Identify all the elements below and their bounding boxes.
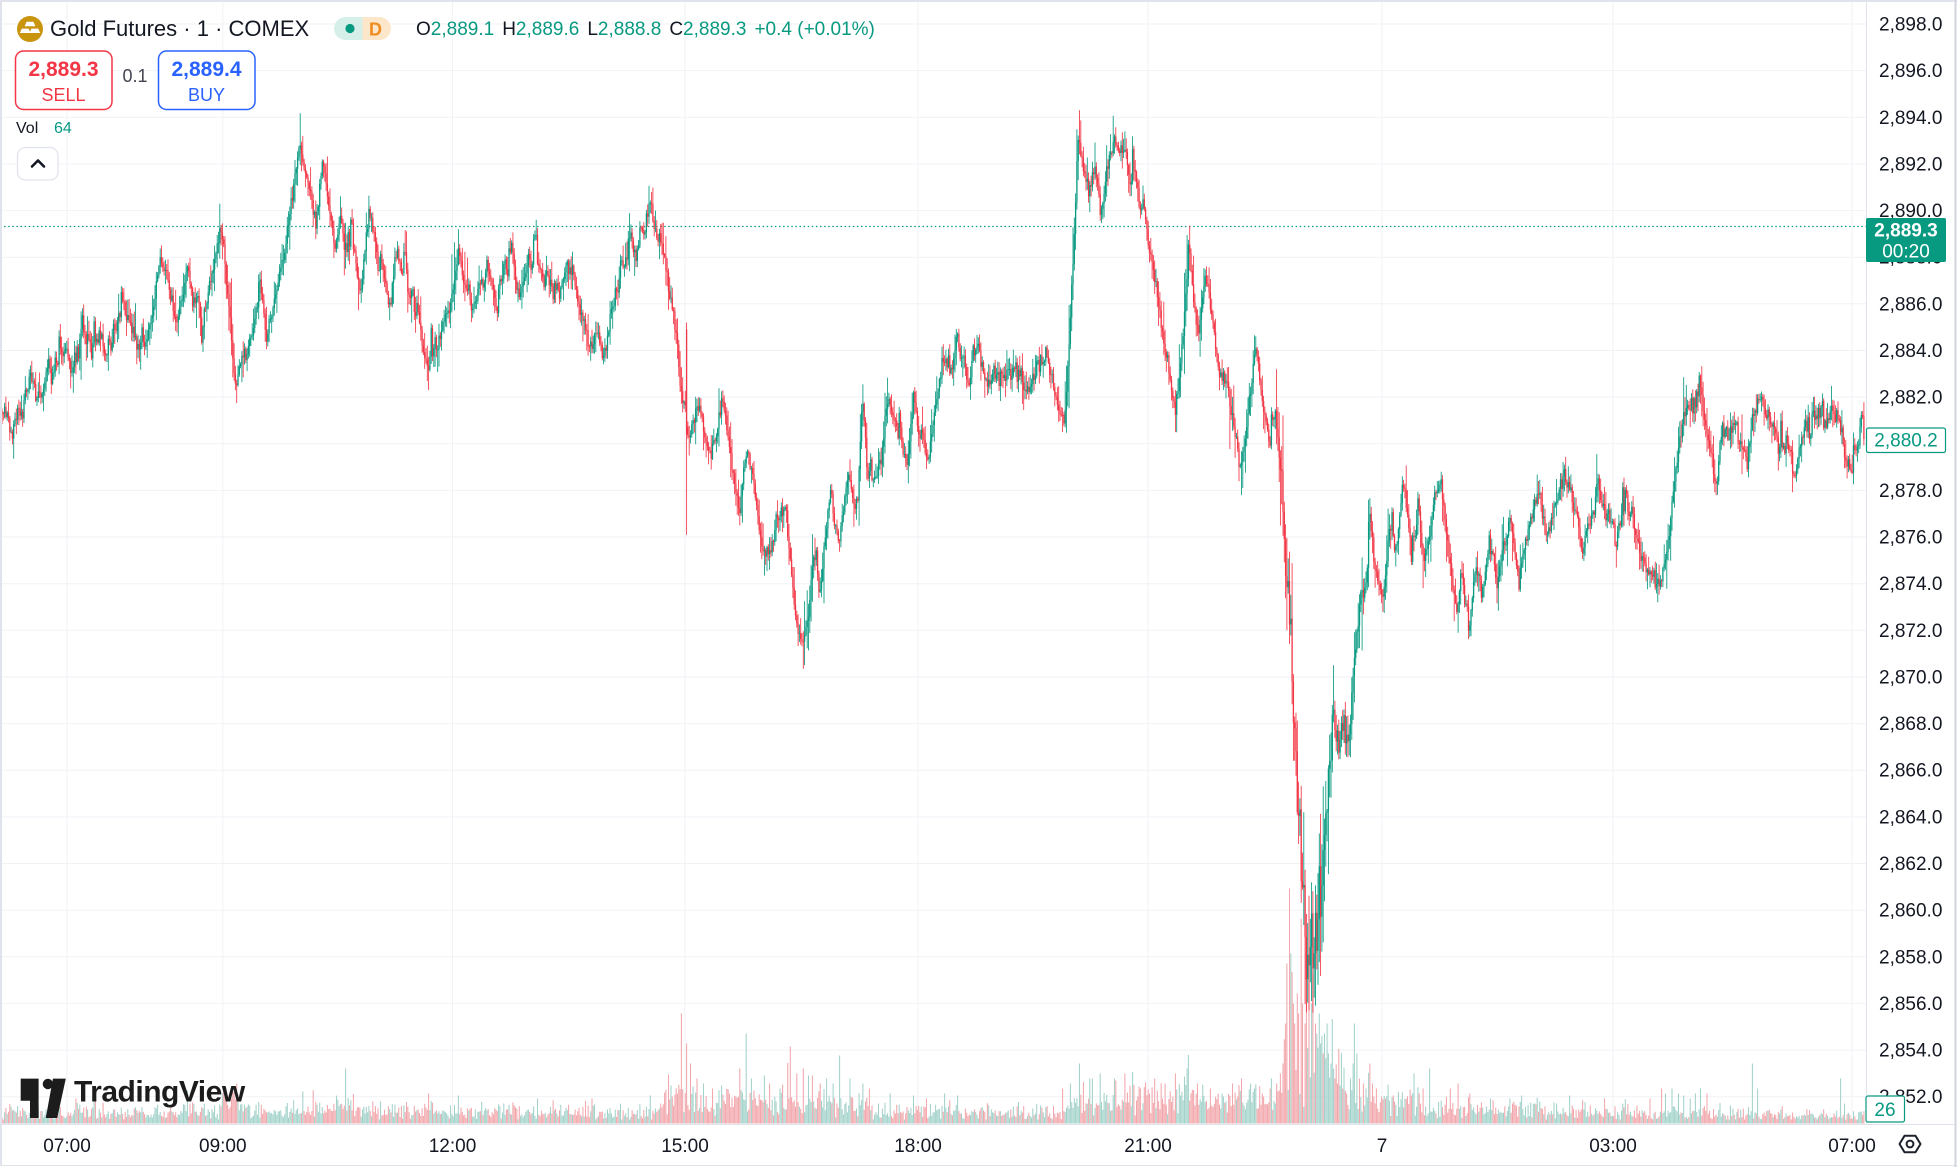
svg-text:07:00: 07:00 <box>1828 1136 1876 1157</box>
svg-text:2,892.0: 2,892.0 <box>1879 154 1942 175</box>
svg-text:Gold Futures · 1 · COMEX: Gold Futures · 1 · COMEX <box>50 16 310 41</box>
svg-text:2,860.0: 2,860.0 <box>1879 901 1942 922</box>
svg-text:2,872.0: 2,872.0 <box>1879 621 1942 642</box>
svg-text:2,870.0: 2,870.0 <box>1879 668 1942 689</box>
svg-text:SELL: SELL <box>41 85 85 105</box>
svg-text:2,854.0: 2,854.0 <box>1879 1041 1942 1062</box>
svg-text:2,889.3: 2,889.3 <box>28 58 98 81</box>
svg-text:2,889.4: 2,889.4 <box>171 58 241 81</box>
svg-text:2,856.0: 2,856.0 <box>1879 994 1942 1015</box>
svg-text:09:00: 09:00 <box>199 1136 247 1157</box>
svg-text:TradingView: TradingView <box>74 1076 246 1109</box>
svg-text:O2,889.1H2,889.6L2,888.8C2,889: O2,889.1 H2,889.6 L2,888.8 C2,889.3 +0.4 (+0… <box>416 19 875 40</box>
svg-text:2,889.3: 2,889.3 <box>1874 221 1937 242</box>
svg-text:2,884.0: 2,884.0 <box>1879 341 1942 362</box>
svg-text:0.1: 0.1 <box>122 66 147 86</box>
svg-text:18:00: 18:00 <box>894 1136 942 1157</box>
svg-text:64: 64 <box>54 120 72 137</box>
svg-text:2,876.0: 2,876.0 <box>1879 528 1942 549</box>
svg-text:2,896.0: 2,896.0 <box>1879 61 1942 82</box>
svg-text:07:00: 07:00 <box>43 1136 91 1157</box>
svg-text:03:00: 03:00 <box>1589 1136 1637 1157</box>
svg-text:BUY: BUY <box>188 85 225 105</box>
svg-text:2,878.0: 2,878.0 <box>1879 481 1942 502</box>
svg-text:12:00: 12:00 <box>429 1136 477 1157</box>
svg-text:26: 26 <box>1874 1100 1895 1121</box>
svg-text:D: D <box>369 20 382 40</box>
svg-text:2,880.2: 2,880.2 <box>1874 431 1937 452</box>
svg-text:2,890.0: 2,890.0 <box>1879 201 1942 222</box>
svg-text:2,886.0: 2,886.0 <box>1879 294 1942 315</box>
svg-text:2,868.0: 2,868.0 <box>1879 714 1942 735</box>
svg-text:7: 7 <box>1377 1136 1388 1157</box>
svg-text:2,898.0: 2,898.0 <box>1879 15 1942 36</box>
svg-text:15:00: 15:00 <box>661 1136 709 1157</box>
svg-text:2,882.0: 2,882.0 <box>1879 388 1942 409</box>
svg-text:2,862.0: 2,862.0 <box>1879 854 1942 875</box>
svg-text:2,864.0: 2,864.0 <box>1879 807 1942 828</box>
svg-text:2,894.0: 2,894.0 <box>1879 108 1942 129</box>
svg-text:2,874.0: 2,874.0 <box>1879 574 1942 595</box>
svg-text:21:00: 21:00 <box>1124 1136 1172 1157</box>
svg-text:00:20: 00:20 <box>1882 242 1930 263</box>
svg-text:Vol: Vol <box>16 120 38 137</box>
svg-text:2,866.0: 2,866.0 <box>1879 761 1942 782</box>
svg-text:2,858.0: 2,858.0 <box>1879 947 1942 968</box>
